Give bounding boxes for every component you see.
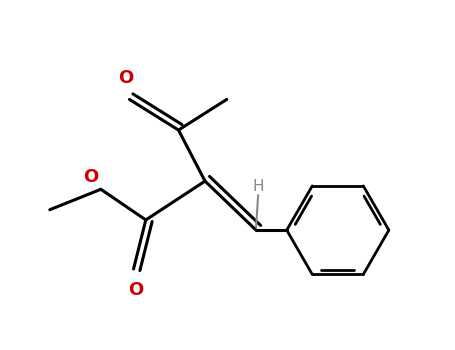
Text: O: O: [83, 168, 98, 186]
Text: H: H: [253, 179, 264, 194]
Text: O: O: [128, 281, 143, 299]
Text: O: O: [119, 69, 134, 87]
